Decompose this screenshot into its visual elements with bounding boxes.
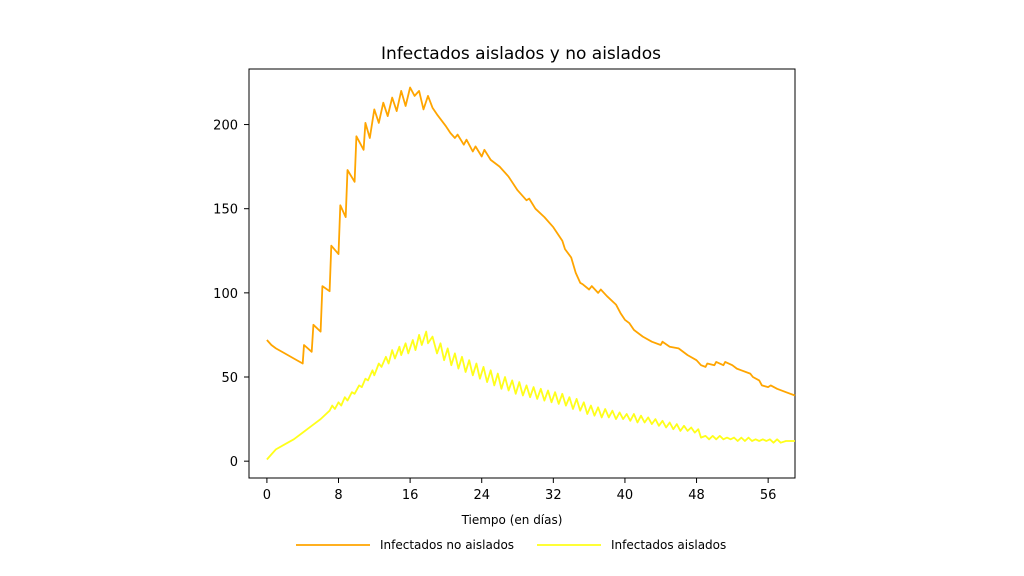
x-axis-label: Tiempo (en días)	[461, 513, 563, 527]
x-tick-label: 8	[334, 488, 342, 503]
x-tick-label: 16	[402, 488, 419, 503]
x-tick-label: 24	[473, 488, 490, 503]
plot-area	[266, 86, 796, 461]
x-tick-label: 40	[617, 488, 634, 503]
y-tick-label: 0	[230, 455, 238, 470]
y-tick-label: 150	[213, 203, 238, 218]
series-line-2	[266, 330, 795, 461]
series-line-1	[266, 86, 796, 397]
x-axis: 0 8 16 24 32 40 48 56	[263, 478, 777, 503]
legend: Infectados no aislados Infectados aislado…	[296, 538, 726, 552]
y-tick-label: 200	[213, 119, 238, 134]
plot-frame	[248, 68, 796, 479]
chart-title: Infectados aislados y no aislados	[381, 44, 661, 64]
y-axis: 0 50 100 150 200	[213, 119, 249, 470]
x-tick-label: 56	[760, 488, 777, 503]
y-tick-label: 100	[213, 287, 238, 302]
y-tick-label: 50	[221, 371, 238, 386]
legend-label-1: Infectados no aislados	[380, 538, 514, 552]
legend-label-2: Infectados aislados	[611, 538, 726, 552]
x-tick-label: 32	[545, 488, 562, 503]
x-tick-label: 48	[688, 488, 705, 503]
x-tick-label: 0	[263, 488, 271, 503]
